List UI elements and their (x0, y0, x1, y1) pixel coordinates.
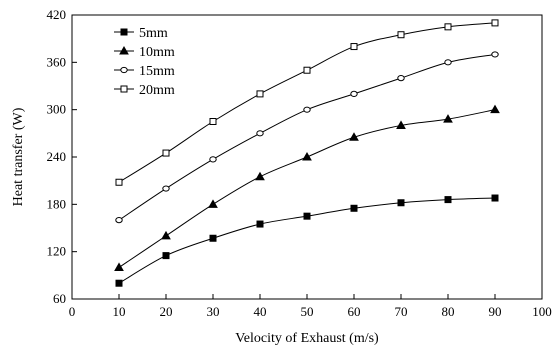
x-tick-label: 90 (489, 304, 502, 319)
data-point (256, 220, 264, 228)
data-point (444, 196, 452, 204)
data-point (255, 171, 265, 181)
data-point (350, 43, 358, 51)
x-axis-label: Velocity of Exhaust (m/s) (235, 331, 379, 346)
series-15mm (115, 51, 499, 224)
axis-ticks: 0 10 20 30 40 50 60 70 80 90 100 60 120 180 240 300 360 4… (47, 7, 552, 319)
y-tick-label: 420 (47, 7, 67, 22)
data-point (256, 90, 264, 98)
legend-label: 5mm (139, 26, 168, 41)
x-tick-label: 10 (113, 304, 126, 319)
legend-marker (119, 45, 129, 55)
x-tick-label: 20 (160, 304, 173, 319)
data-point (161, 230, 171, 240)
data-point (491, 19, 499, 27)
y-tick-label: 60 (53, 291, 66, 306)
legend-label: 15mm (139, 64, 175, 79)
legend-marker (120, 66, 128, 74)
y-tick-label: 360 (47, 54, 67, 69)
data-point (303, 106, 311, 113)
legend-item: 5mm (114, 26, 168, 41)
legend: 5mm 10mm 15mm 20mm (114, 26, 175, 98)
x-tick-label: 100 (532, 304, 552, 319)
data-point (209, 156, 217, 163)
data-point (349, 132, 359, 141)
data-point (114, 262, 124, 271)
series-line (118, 53, 496, 221)
series-line (118, 109, 496, 268)
data-point (115, 217, 123, 224)
data-point (350, 90, 358, 97)
data-point (303, 212, 311, 220)
data-point (208, 199, 218, 208)
x-tick-label: 50 (301, 304, 314, 319)
y-tick-label: 120 (47, 244, 67, 259)
series-20mm (115, 19, 499, 186)
series-layer (114, 19, 500, 287)
data-point (209, 118, 217, 125)
series-line (118, 197, 496, 284)
legend-item: 20mm (114, 83, 175, 98)
data-point (256, 130, 264, 137)
data-point (444, 59, 452, 66)
data-point (444, 23, 452, 31)
data-point (490, 104, 500, 114)
legend-label: 20mm (139, 83, 175, 98)
data-point (397, 75, 405, 82)
x-tick-label: 70 (395, 304, 408, 319)
y-tick-label: 240 (47, 149, 67, 164)
x-tick-label: 80 (442, 304, 455, 319)
y-axis-label: Heat transfer (W) (11, 107, 26, 206)
data-point (491, 51, 499, 58)
x-tick-label: 30 (207, 304, 220, 319)
data-point (162, 149, 170, 157)
data-point (162, 185, 170, 192)
x-tick-label: 0 (69, 304, 76, 319)
data-point (491, 194, 499, 202)
data-point (115, 178, 123, 186)
legend-marker (120, 28, 128, 36)
series-5mm (115, 194, 499, 287)
data-point (350, 204, 358, 212)
y-tick-label: 180 (47, 196, 67, 211)
data-point (302, 151, 312, 161)
legend-label: 10mm (139, 45, 175, 60)
legend-marker (120, 85, 128, 93)
legend-item: 10mm (114, 45, 175, 60)
legend-item: 15mm (114, 64, 175, 79)
series-10mm (114, 104, 500, 271)
data-point (115, 279, 123, 287)
data-point (162, 252, 170, 260)
data-point (303, 66, 311, 74)
data-point (397, 31, 405, 39)
x-tick-label: 40 (254, 304, 267, 319)
data-point (209, 234, 217, 242)
x-tick-label: 60 (348, 304, 361, 319)
data-point (396, 120, 406, 129)
data-point (397, 199, 405, 207)
data-point (443, 114, 453, 123)
y-tick-label: 300 (47, 102, 67, 117)
